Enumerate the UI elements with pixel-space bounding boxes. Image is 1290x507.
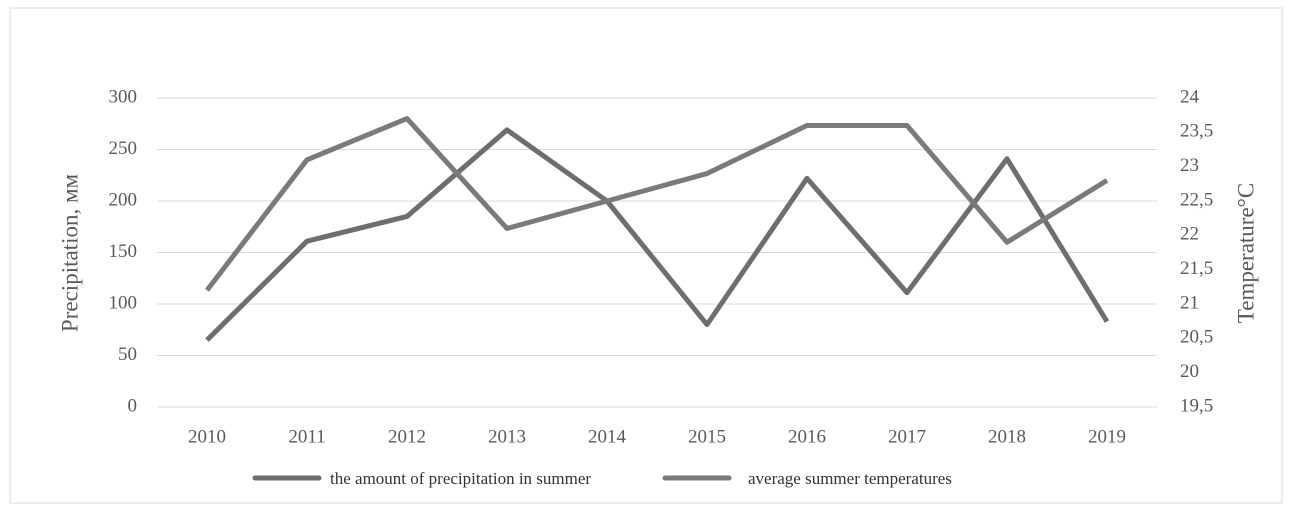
y2-tick-label: 22 xyxy=(1180,224,1199,245)
x-tick-label: 2013 xyxy=(488,426,526,447)
y2-tick-label: 21,5 xyxy=(1180,258,1213,279)
y2-tick-label: 20 xyxy=(1180,361,1199,382)
y-tick-label: 300 xyxy=(109,86,138,107)
x-tick-label: 2015 xyxy=(688,426,726,447)
x-tick-label: 2014 xyxy=(588,426,627,447)
y2-tick-label: 23,5 xyxy=(1180,121,1213,142)
y-tick-label: 250 xyxy=(109,138,138,159)
x-tick-label: 2017 xyxy=(888,426,926,447)
y-tick-label: 150 xyxy=(109,241,138,262)
x-tick-label: 2016 xyxy=(788,426,826,447)
y-axis-label: Precipitation, мм xyxy=(57,173,82,332)
y2-tick-label: 22,5 xyxy=(1180,189,1213,210)
y2-tick-label: 23 xyxy=(1180,155,1199,176)
x-tick-label: 2011 xyxy=(288,426,325,447)
y2-axis-label: Temperature°C xyxy=(1233,183,1258,323)
chart-frame xyxy=(9,7,1283,504)
x-tick-label: 2012 xyxy=(388,426,426,447)
series-line xyxy=(205,116,1109,292)
legend-label: the amount of precipitation in summer xyxy=(330,469,591,488)
y2-tick-label: 19,5 xyxy=(1180,395,1213,416)
series-line xyxy=(205,127,1110,342)
x-tick-label: 2018 xyxy=(988,426,1026,447)
y2-tick-label: 24 xyxy=(1180,86,1200,107)
x-tick-label: 2019 xyxy=(1088,426,1126,447)
y2-tick-label: 20,5 xyxy=(1180,327,1213,348)
y-tick-label: 200 xyxy=(109,189,138,210)
y-tick-label: 50 xyxy=(118,344,137,365)
y-tick-label: 0 xyxy=(128,395,138,416)
y2-tick-label: 21 xyxy=(1180,292,1199,313)
x-tick-label: 2010 xyxy=(188,426,226,447)
y-tick-label: 100 xyxy=(109,292,138,313)
legend-label: average summer temperatures xyxy=(748,469,952,488)
